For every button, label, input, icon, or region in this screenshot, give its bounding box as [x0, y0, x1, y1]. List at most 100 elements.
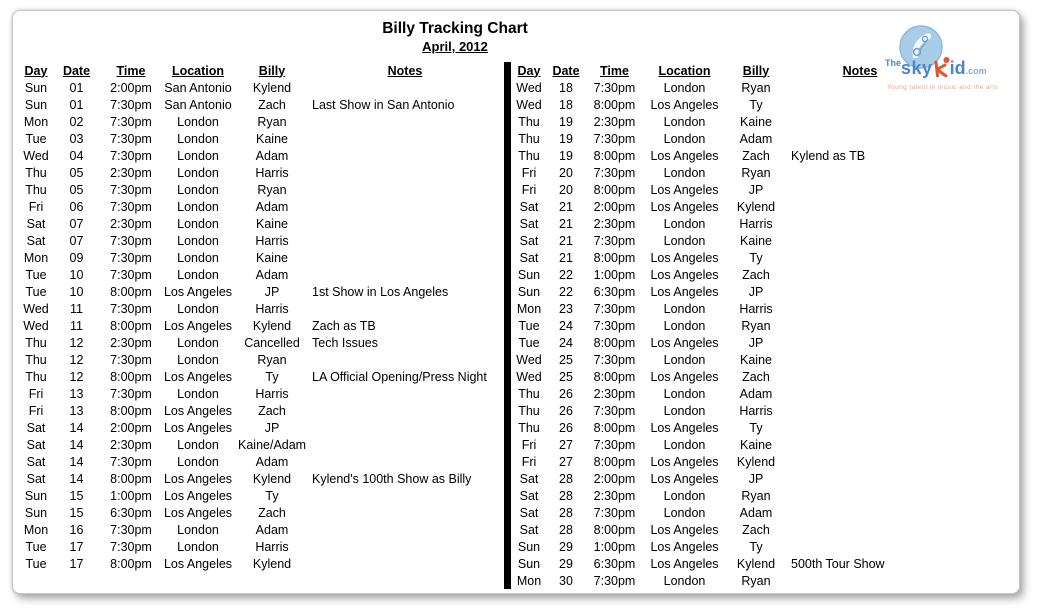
table-row: Tue 10 8:00pm Los Angeles JP 1st Show in Los … [23, 283, 504, 300]
cell-day: Sat [519, 488, 539, 503]
cell-time: 7:30pm [593, 352, 636, 367]
table-row: Thu 05 7:30pm London Ryan [23, 181, 504, 198]
cell-location: London [177, 233, 219, 248]
cell-notes [785, 521, 935, 538]
table-row: Wed 11 7:30pm London Harris [23, 300, 504, 317]
column-header-date: Date [49, 62, 104, 79]
cell-billy: Ty [749, 97, 763, 112]
cell-time: 1:00pm [593, 539, 636, 554]
column-header-time-label: Time [600, 63, 629, 78]
cell-day: Sun [24, 488, 48, 503]
cell-location: London [177, 165, 219, 180]
cell-day: Fri [28, 386, 44, 401]
cell-day: Mon [516, 573, 542, 588]
column-header-day: Day [513, 62, 545, 79]
cell-day: Tue [518, 318, 540, 333]
cell-location: Los Angeles [650, 556, 719, 571]
cell-billy: Ty [265, 369, 279, 384]
cell-notes [306, 79, 504, 96]
column-divider [504, 62, 511, 589]
cell-notes [306, 266, 504, 283]
cell-notes: 500th Tour Show [791, 556, 885, 571]
table-row: Sat 28 2:30pm London Ryan [513, 487, 935, 504]
cell-time: 7:30pm [110, 301, 152, 316]
cell-billy: Kylend [736, 454, 776, 469]
cell-date: 22 [559, 284, 573, 299]
table-row: Fri 20 7:30pm London Ryan [513, 164, 935, 181]
cell-location: Los Angeles [650, 267, 719, 282]
table-row: Sat 14 8:00pm Los Angeles Kylend Kylend's 100… [23, 470, 504, 487]
column-header-date-label: Date [62, 63, 91, 78]
cell-date: 19 [559, 131, 573, 146]
cell-notes [306, 113, 504, 130]
table-row: Sat 07 7:30pm London Harris [23, 232, 504, 249]
cell-time: 8:00pm [593, 148, 636, 163]
cell-location: Los Angeles [650, 284, 719, 299]
column-header-location: Location [642, 62, 727, 79]
cell-location: Los Angeles [163, 505, 233, 520]
table-row: Mon 09 7:30pm London Kaine [23, 249, 504, 266]
cell-notes [785, 130, 935, 147]
cell-day: Wed [516, 80, 542, 95]
cell-location: Los Angeles [650, 369, 719, 384]
header-row: Day Date Time Location Billy Notes [513, 62, 935, 79]
cell-notes [306, 181, 504, 198]
table-row: Tue 17 8:00pm Los Angeles Kylend [23, 555, 504, 572]
column-header-time: Time [587, 62, 642, 79]
column-header-time: Time [104, 62, 158, 79]
cell-location: Los Angeles [650, 454, 719, 469]
cell-time: 7:30pm [593, 301, 636, 316]
cell-notes [306, 198, 504, 215]
cell-location: London [663, 318, 706, 333]
cell-time: 7:30pm [593, 165, 636, 180]
cell-notes [785, 402, 935, 419]
cell-location: London [177, 216, 219, 231]
cell-notes [785, 504, 935, 521]
cell-date: 13 [69, 386, 84, 401]
cell-day: Mon [23, 250, 49, 265]
column-header-billy: Billy [727, 62, 785, 79]
cell-billy: Adam [739, 386, 773, 401]
cell-time: 8:00pm [593, 335, 636, 350]
cell-time: 1:00pm [110, 488, 152, 503]
table-row: Wed 25 8:00pm Los Angeles Zach [513, 368, 935, 385]
cell-billy: Harris [255, 165, 289, 180]
cell-date: 10 [69, 267, 84, 282]
cell-billy: Ty [749, 539, 763, 554]
cell-billy: Kylend [252, 556, 292, 571]
cell-notes: LA Official Opening/Press Night [312, 369, 487, 384]
cell-notes [785, 453, 935, 470]
table-row: Sun 22 1:00pm Los Angeles Zach [513, 266, 935, 283]
cell-time: 7:30pm [110, 148, 152, 163]
table-row: Fri 27 7:30pm London Kaine [513, 436, 935, 453]
cell-notes [785, 198, 935, 215]
cell-day: Sat [26, 216, 46, 231]
table-row: Sat 28 8:00pm Los Angeles Zach [513, 521, 935, 538]
cell-notes [785, 334, 935, 351]
cell-location: London [177, 250, 219, 265]
cell-location: London [663, 403, 706, 418]
cell-location: London [177, 386, 219, 401]
cell-time: 6:30pm [593, 284, 636, 299]
cell-day: Wed [516, 97, 542, 112]
cell-time: 8:00pm [593, 182, 636, 197]
cell-billy: Adam [739, 505, 773, 520]
cell-date: 17 [69, 539, 84, 554]
cell-billy: Zach [258, 97, 286, 112]
cell-location: London [663, 352, 706, 367]
cell-billy: Zach [742, 267, 770, 282]
cell-notes [785, 283, 935, 300]
schedule-table-left: Day Date Time Location Billy Notes Sun 01… [23, 62, 504, 572]
cell-time: 7:30pm [110, 386, 152, 401]
cell-day: Sat [519, 505, 539, 520]
column-header-notes: Notes [785, 62, 935, 79]
cell-time: 7:30pm [593, 403, 636, 418]
cell-date: 02 [69, 114, 84, 129]
cell-notes [785, 538, 935, 555]
cell-date: 25 [559, 352, 573, 367]
cell-billy: Ryan [741, 80, 771, 95]
cell-date: 07 [69, 216, 84, 231]
cell-date: 11 [70, 318, 83, 333]
cell-billy: Kaine [256, 250, 288, 265]
cell-location: Los Angeles [650, 97, 719, 112]
